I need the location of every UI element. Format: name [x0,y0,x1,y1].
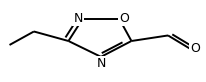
Text: O: O [119,12,129,25]
Text: O: O [190,42,200,55]
Text: N: N [73,12,83,25]
Text: N: N [96,57,106,70]
